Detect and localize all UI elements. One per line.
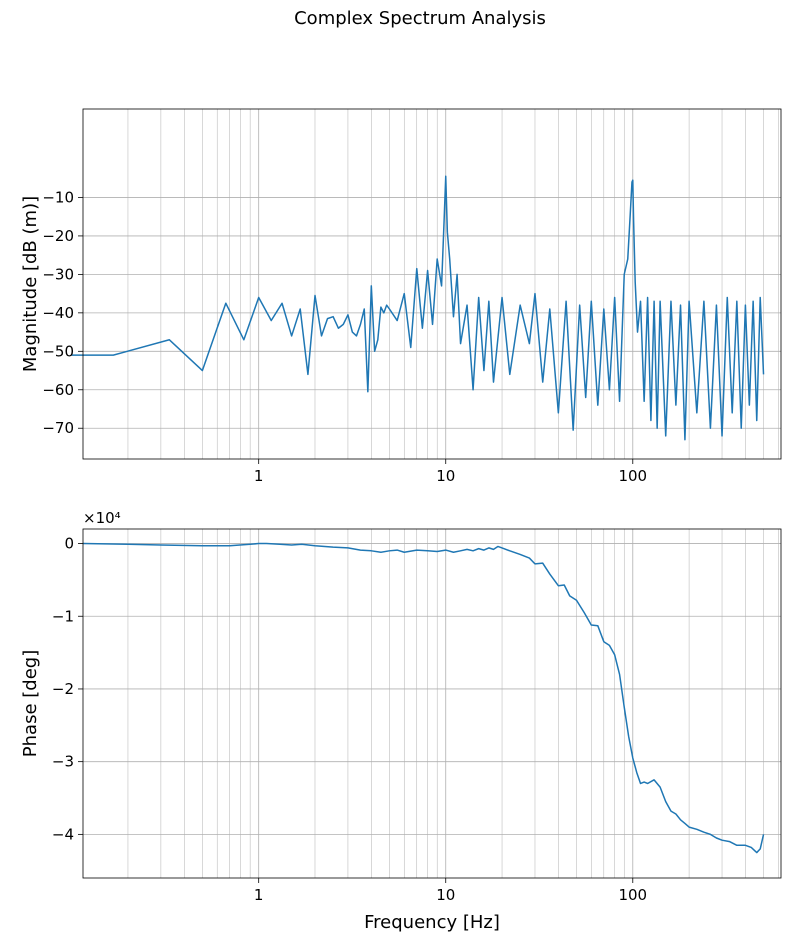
figure-title: Complex Spectrum Analysis xyxy=(294,8,546,29)
phase-panel: 1 10 100 0 −1 −2 −3 −4 Phase [deg] Frequency [Hz]… xyxy=(20,509,782,933)
y-axis-label: Phase [deg] xyxy=(20,650,41,757)
x-tick-label: 100 xyxy=(618,467,647,485)
x-tick-label: 100 xyxy=(618,886,647,904)
y-tick-label: −50 xyxy=(42,342,74,360)
magnitude-panel: 1 10 100 −10 −20 −30 −40 −50 −60 −70 Magnitude [dB… xyxy=(20,108,782,485)
y-tick-label: 0 xyxy=(64,535,74,553)
x-tick-label: 1 xyxy=(254,467,264,485)
minor-gridlines-x xyxy=(127,529,779,878)
axes-frame xyxy=(82,108,782,460)
y-tick-label: −10 xyxy=(42,188,74,206)
x-axis-label: Frequency [Hz] xyxy=(364,912,500,933)
y-tick-label: −4 xyxy=(52,825,74,843)
x-tick-label: 10 xyxy=(436,886,455,904)
y-offset-label: ×10⁴ xyxy=(83,509,121,527)
y-tick-label: −40 xyxy=(42,304,74,322)
x-tick-label: 1 xyxy=(254,886,264,904)
axes-frame xyxy=(82,528,782,879)
y-axis-label: Magnitude [dB (m)] xyxy=(20,196,41,372)
y-tick-label: −60 xyxy=(42,381,74,399)
y-tick-label: −3 xyxy=(52,753,74,771)
y-tick-label: −30 xyxy=(42,265,74,283)
y-tick-label: −1 xyxy=(52,607,74,625)
y-tick-label: −20 xyxy=(42,227,74,245)
gridlines-y xyxy=(83,543,781,835)
y-tick-label: −70 xyxy=(42,419,74,437)
x-tick-label: 10 xyxy=(436,467,455,485)
series-line-0 xyxy=(82,542,765,854)
series-line-0 xyxy=(71,175,765,441)
minor-gridlines-x xyxy=(127,109,779,459)
y-tick-label: −2 xyxy=(52,680,74,698)
